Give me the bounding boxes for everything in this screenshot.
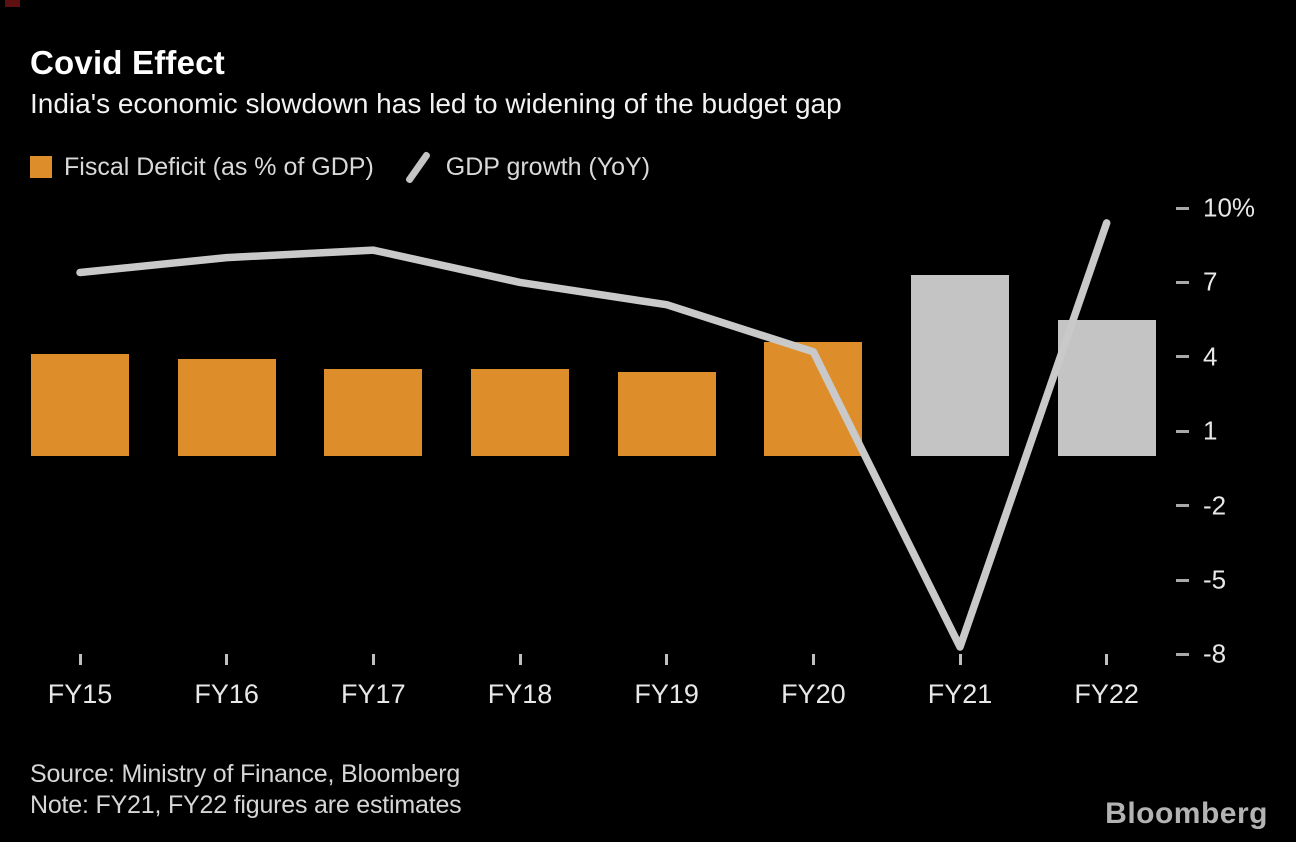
y-axis-tick [1176, 578, 1189, 582]
bar-FY22 [1057, 319, 1156, 456]
x-axis-tick [1105, 654, 1109, 665]
y-axis-tick [1176, 429, 1189, 433]
bar-FY15 [31, 354, 129, 456]
y-axis-label: -2 [1203, 490, 1227, 521]
x-axis-label-FY18: FY18 [487, 679, 553, 709]
legend-label-gdp-growth: GDP growth (YoY) [445, 152, 651, 181]
y-axis-label: 1 [1203, 415, 1218, 446]
x-axis-tick [665, 654, 669, 665]
x-axis-label-FY21: FY21 [927, 679, 993, 709]
y-axis-tick [1176, 355, 1189, 359]
x-axis-label-FY15: FY15 [47, 679, 113, 709]
x-axis-tick [518, 654, 522, 665]
chart-title: Covid Effect [30, 44, 225, 81]
x-axis-tick [958, 654, 962, 665]
bar-FY18 [471, 369, 569, 456]
bar-FY17 [324, 369, 423, 456]
legend: Fiscal Deficit (as % of GDP) GDP growth … [30, 150, 651, 185]
legend-label-fiscal-deficit: Fiscal Deficit (as % of GDP) [64, 152, 374, 181]
y-axis-tick [1176, 206, 1189, 210]
y-axis-label: 7 [1203, 266, 1218, 297]
x-axis-label-FY20: FY20 [781, 679, 846, 709]
y-axis-tick [1176, 280, 1189, 284]
y-axis-label: -8 [1203, 638, 1227, 669]
x-axis-tick [811, 654, 815, 665]
x-axis-tick [225, 654, 229, 665]
x-axis-tick [78, 654, 82, 665]
bar-FY20 [764, 341, 863, 456]
corner-mark [5, 0, 20, 7]
y-axis-label: 4 [1203, 341, 1218, 372]
y-axis-label: -5 [1203, 564, 1227, 595]
bar-FY21 [911, 274, 1010, 456]
bloomberg-logo: Bloomberg [1105, 797, 1268, 830]
note-text: Note: FY21, FY22 figures are estimates [30, 791, 462, 819]
fiscal-deficit-swatch-icon [30, 156, 52, 178]
x-axis-tick [371, 654, 375, 665]
x-axis-label-FY16: FY16 [194, 679, 259, 709]
y-axis-tick [1176, 504, 1189, 508]
x-axis-label-FY19: FY19 [634, 679, 699, 709]
chart-subtitle: India's economic slowdown has led to wid… [30, 88, 842, 119]
y-axis-label: 10% [1203, 192, 1256, 223]
source-text: Source: Ministry of Finance, Bloomberg [30, 760, 461, 788]
y-axis-tick [1176, 652, 1189, 656]
x-axis-label-FY17: FY17 [341, 679, 406, 709]
x-axis-label-FY22: FY22 [1074, 679, 1139, 709]
bar-FY19 [617, 371, 716, 456]
bar-FY16 [177, 359, 276, 456]
